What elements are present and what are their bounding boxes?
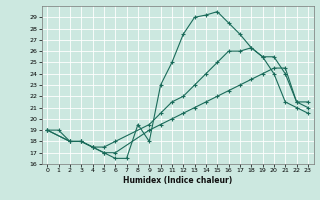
X-axis label: Humidex (Indice chaleur): Humidex (Indice chaleur) — [123, 176, 232, 185]
